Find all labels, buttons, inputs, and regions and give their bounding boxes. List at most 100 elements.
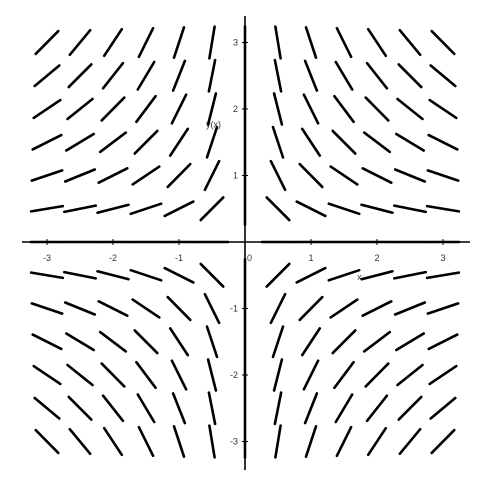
slope-segment	[199, 196, 225, 222]
slope-segment	[274, 25, 282, 60]
slope-segment	[394, 132, 426, 152]
slope-segment	[360, 269, 394, 281]
slope-segment	[361, 299, 393, 318]
slope-segment	[304, 25, 318, 60]
x-tick-label: -3	[43, 253, 51, 263]
y-tick-label: 3	[233, 38, 238, 48]
slope-segment	[298, 162, 324, 189]
slope-segment	[362, 330, 392, 353]
slope-segment	[100, 362, 126, 388]
slope-segment	[334, 393, 354, 424]
slope-segment	[100, 96, 126, 122]
slope-segment	[34, 29, 60, 56]
slope-segment	[398, 427, 422, 456]
slope-segment	[203, 159, 221, 192]
y-tick-label: -2	[230, 370, 238, 380]
slope-segment	[97, 299, 129, 318]
slope-segment	[101, 394, 125, 423]
slope-segment	[129, 268, 163, 282]
slope-segment	[66, 97, 94, 121]
slope-segment	[32, 98, 62, 120]
axis-ticks: -3 -2 -1 1 2 3 -3 -2 -1 1 2 3	[43, 38, 446, 447]
slope-segment	[97, 167, 129, 184]
y-tick-label: -1	[230, 304, 238, 314]
slope-segment	[33, 64, 61, 88]
slope-segment	[361, 167, 393, 184]
slope-segment	[392, 270, 428, 280]
slope-segment	[265, 262, 291, 288]
slope-segment	[329, 298, 359, 319]
slope-segment	[303, 59, 319, 92]
slope-segment	[136, 60, 156, 91]
slope-segment	[30, 302, 64, 315]
slope-segment	[365, 394, 389, 423]
slope-segment	[135, 360, 157, 390]
slope-segment	[63, 301, 97, 316]
slope-segment	[98, 131, 128, 154]
slope-segment	[333, 94, 355, 124]
y-tick-label: 2	[233, 104, 238, 114]
slope-segment	[98, 330, 128, 353]
slope-segment	[102, 426, 124, 457]
slope-segment	[29, 204, 65, 213]
x-tick-label: 3	[440, 253, 445, 263]
slope-segment	[199, 262, 225, 288]
slope-segment	[426, 302, 460, 315]
slope-segment	[66, 363, 94, 387]
slope-segment	[131, 165, 161, 186]
slope-segment	[329, 165, 359, 186]
slope-segment	[298, 295, 324, 322]
slope-segment	[302, 359, 320, 391]
slope-segment	[271, 125, 285, 159]
slope-segment	[63, 270, 97, 280]
slope-segment	[31, 133, 63, 151]
slope-segment	[203, 292, 221, 325]
slope-segment	[172, 424, 186, 459]
slope-segment	[102, 27, 124, 58]
slope-segment	[172, 25, 186, 60]
slope-segment	[63, 168, 97, 183]
slope-segment	[331, 129, 357, 155]
slope-segment	[208, 25, 216, 60]
slope-segment	[430, 428, 456, 455]
slope-segment	[205, 125, 219, 159]
slope-segment	[135, 94, 157, 124]
slope-segment	[29, 271, 65, 280]
slope-segment	[396, 97, 424, 121]
slope-segment	[208, 424, 216, 459]
slope-segment	[171, 59, 187, 92]
slope-segment	[31, 333, 63, 351]
slope-segment	[129, 202, 163, 216]
slope-segment	[265, 196, 291, 222]
slope-segment	[272, 92, 284, 126]
slope-segment	[360, 203, 394, 214]
slope-segment	[166, 162, 192, 189]
slope-segment	[207, 58, 217, 93]
slope-segment	[101, 61, 125, 90]
slope-segment	[425, 204, 461, 213]
slope-segment	[136, 393, 156, 424]
slope-segment	[428, 98, 458, 120]
slope-segment	[426, 169, 460, 182]
slope-segment	[304, 424, 318, 459]
x-tick-label: 1	[308, 253, 313, 263]
slope-segment	[364, 96, 390, 122]
slope-segment	[274, 424, 282, 459]
slope-segment	[206, 92, 218, 126]
slope-segment	[273, 391, 283, 426]
slope-segment	[137, 425, 155, 458]
x-tick-label: -2	[109, 253, 117, 263]
slope-segment	[430, 29, 456, 56]
slope-segment	[65, 132, 95, 152]
slope-segment	[206, 358, 218, 392]
slope-segment	[327, 202, 361, 216]
slope-segment	[327, 268, 361, 282]
slope-segment	[295, 200, 327, 218]
slope-segment	[68, 427, 92, 456]
slope-segment	[63, 204, 97, 214]
slope-segment	[300, 327, 322, 357]
slope-segment	[96, 203, 130, 214]
slope-segment	[427, 333, 459, 351]
slope-segment	[335, 425, 353, 458]
y-tick-label: 1	[233, 171, 238, 181]
